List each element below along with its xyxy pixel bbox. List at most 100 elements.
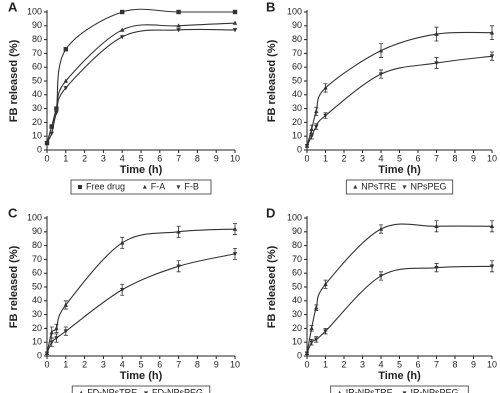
y-tick-label: 70 (32, 48, 42, 58)
x-tick-label: 2 (82, 153, 87, 163)
x-tick-label: 9 (471, 153, 476, 163)
y-tick-label: 60 (32, 62, 42, 72)
x-tick-label: 1 (63, 359, 68, 369)
legend-marker (402, 185, 407, 190)
y-tick-label: 10 (292, 337, 302, 347)
legend-label: FD-NPsPEG (152, 387, 203, 393)
legend-marker (80, 390, 83, 393)
data-point (378, 72, 384, 77)
y-tick-label: 60 (292, 268, 302, 278)
x-tick-label: 4 (120, 153, 125, 163)
data-point (49, 131, 54, 136)
y-axis-title: FB released (%) (266, 245, 278, 328)
x-tick-label: 3 (101, 359, 106, 369)
x-tick-label: 10 (487, 153, 497, 163)
x-tick-label: 7 (434, 359, 439, 369)
x-tick-label: 3 (101, 153, 106, 163)
legend-label: F-B (184, 181, 199, 191)
legend-label: IR-NPsTRE (346, 387, 393, 393)
data-point (54, 325, 59, 331)
y-tick-label: 80 (292, 240, 302, 250)
series-line (46, 28, 236, 144)
data-point (120, 288, 125, 293)
data-point (309, 340, 314, 345)
y-tick-label: 60 (32, 268, 42, 278)
y-tick-label: 100 (287, 6, 302, 16)
x-tick-label: 7 (176, 359, 181, 369)
y-tick-label: 30 (32, 103, 42, 113)
panel-label: C (8, 205, 18, 220)
y-tick-label: 0 (297, 350, 302, 360)
data-point (44, 141, 50, 146)
legend-marker (338, 390, 341, 393)
x-tick-label: 9 (214, 153, 219, 163)
data-point (434, 265, 439, 271)
data-point (314, 305, 319, 310)
x-tick-label: 1 (323, 359, 328, 369)
x-tick-label: 3 (360, 153, 365, 163)
data-point (120, 240, 125, 245)
data-point (232, 20, 238, 25)
y-tick-label: 90 (32, 20, 42, 30)
x-tick-label: 10 (230, 153, 240, 163)
x-tick-label: 2 (82, 359, 87, 369)
y-tick-label: 90 (32, 226, 42, 236)
data-point (309, 134, 314, 139)
y-tick-label: 70 (32, 254, 42, 264)
y-tick-label: 50 (32, 75, 42, 85)
data-point (323, 85, 328, 90)
legend-label: Free drug (86, 181, 125, 191)
y-tick-label: 40 (292, 295, 302, 305)
data-point (176, 23, 181, 28)
data-point (323, 281, 328, 286)
panel-label: A (8, 0, 18, 14)
x-tick-label: 6 (415, 359, 420, 369)
legend-marker (353, 184, 358, 189)
series-line (306, 265, 493, 354)
series-line (46, 253, 236, 354)
y-tick-label: 30 (32, 309, 42, 319)
data-point (378, 226, 384, 231)
x-tick-label: 4 (378, 359, 383, 369)
data-point (489, 264, 495, 269)
y-tick-label: 30 (292, 309, 302, 319)
legend-label: IR-NPsPEG (411, 387, 459, 393)
data-point (434, 31, 439, 36)
data-point (309, 126, 314, 132)
legend-marker (176, 185, 181, 190)
data-point (54, 110, 59, 116)
data-point (44, 351, 50, 356)
y-tick-label: 0 (37, 350, 42, 360)
panel-label: D (266, 205, 275, 220)
x-tick-label: 10 (487, 359, 497, 369)
y-tick-label: 20 (32, 117, 42, 127)
x-tick-label: 8 (452, 359, 457, 369)
legend-label: F-A (151, 181, 166, 191)
y-tick-label: 20 (292, 117, 302, 127)
data-point (232, 28, 238, 33)
x-tick-label: 2 (341, 153, 346, 163)
y-tick-label: 40 (32, 295, 42, 305)
y-tick-label: 10 (32, 337, 42, 347)
data-point (314, 124, 319, 129)
x-tick-label: 8 (452, 153, 457, 163)
y-axis-title: FB released (%) (8, 39, 20, 122)
x-tick-label: 9 (471, 359, 476, 369)
data-point (434, 61, 439, 66)
legend-box (71, 385, 211, 393)
x-tick-label: 9 (214, 359, 219, 369)
x-axis-title: Time (h) (120, 164, 163, 176)
series-line (46, 228, 236, 354)
x-tick-label: 6 (157, 153, 162, 163)
x-tick-label: 1 (323, 153, 328, 163)
data-point (63, 86, 68, 91)
data-point (49, 340, 54, 345)
data-point (232, 9, 238, 15)
x-tick-label: 8 (195, 153, 200, 163)
y-tick-label: 70 (292, 48, 302, 58)
x-axis-title: Time (h) (120, 370, 163, 382)
y-tick-label: 0 (297, 144, 302, 154)
data-point (304, 144, 310, 149)
data-point (489, 54, 495, 59)
